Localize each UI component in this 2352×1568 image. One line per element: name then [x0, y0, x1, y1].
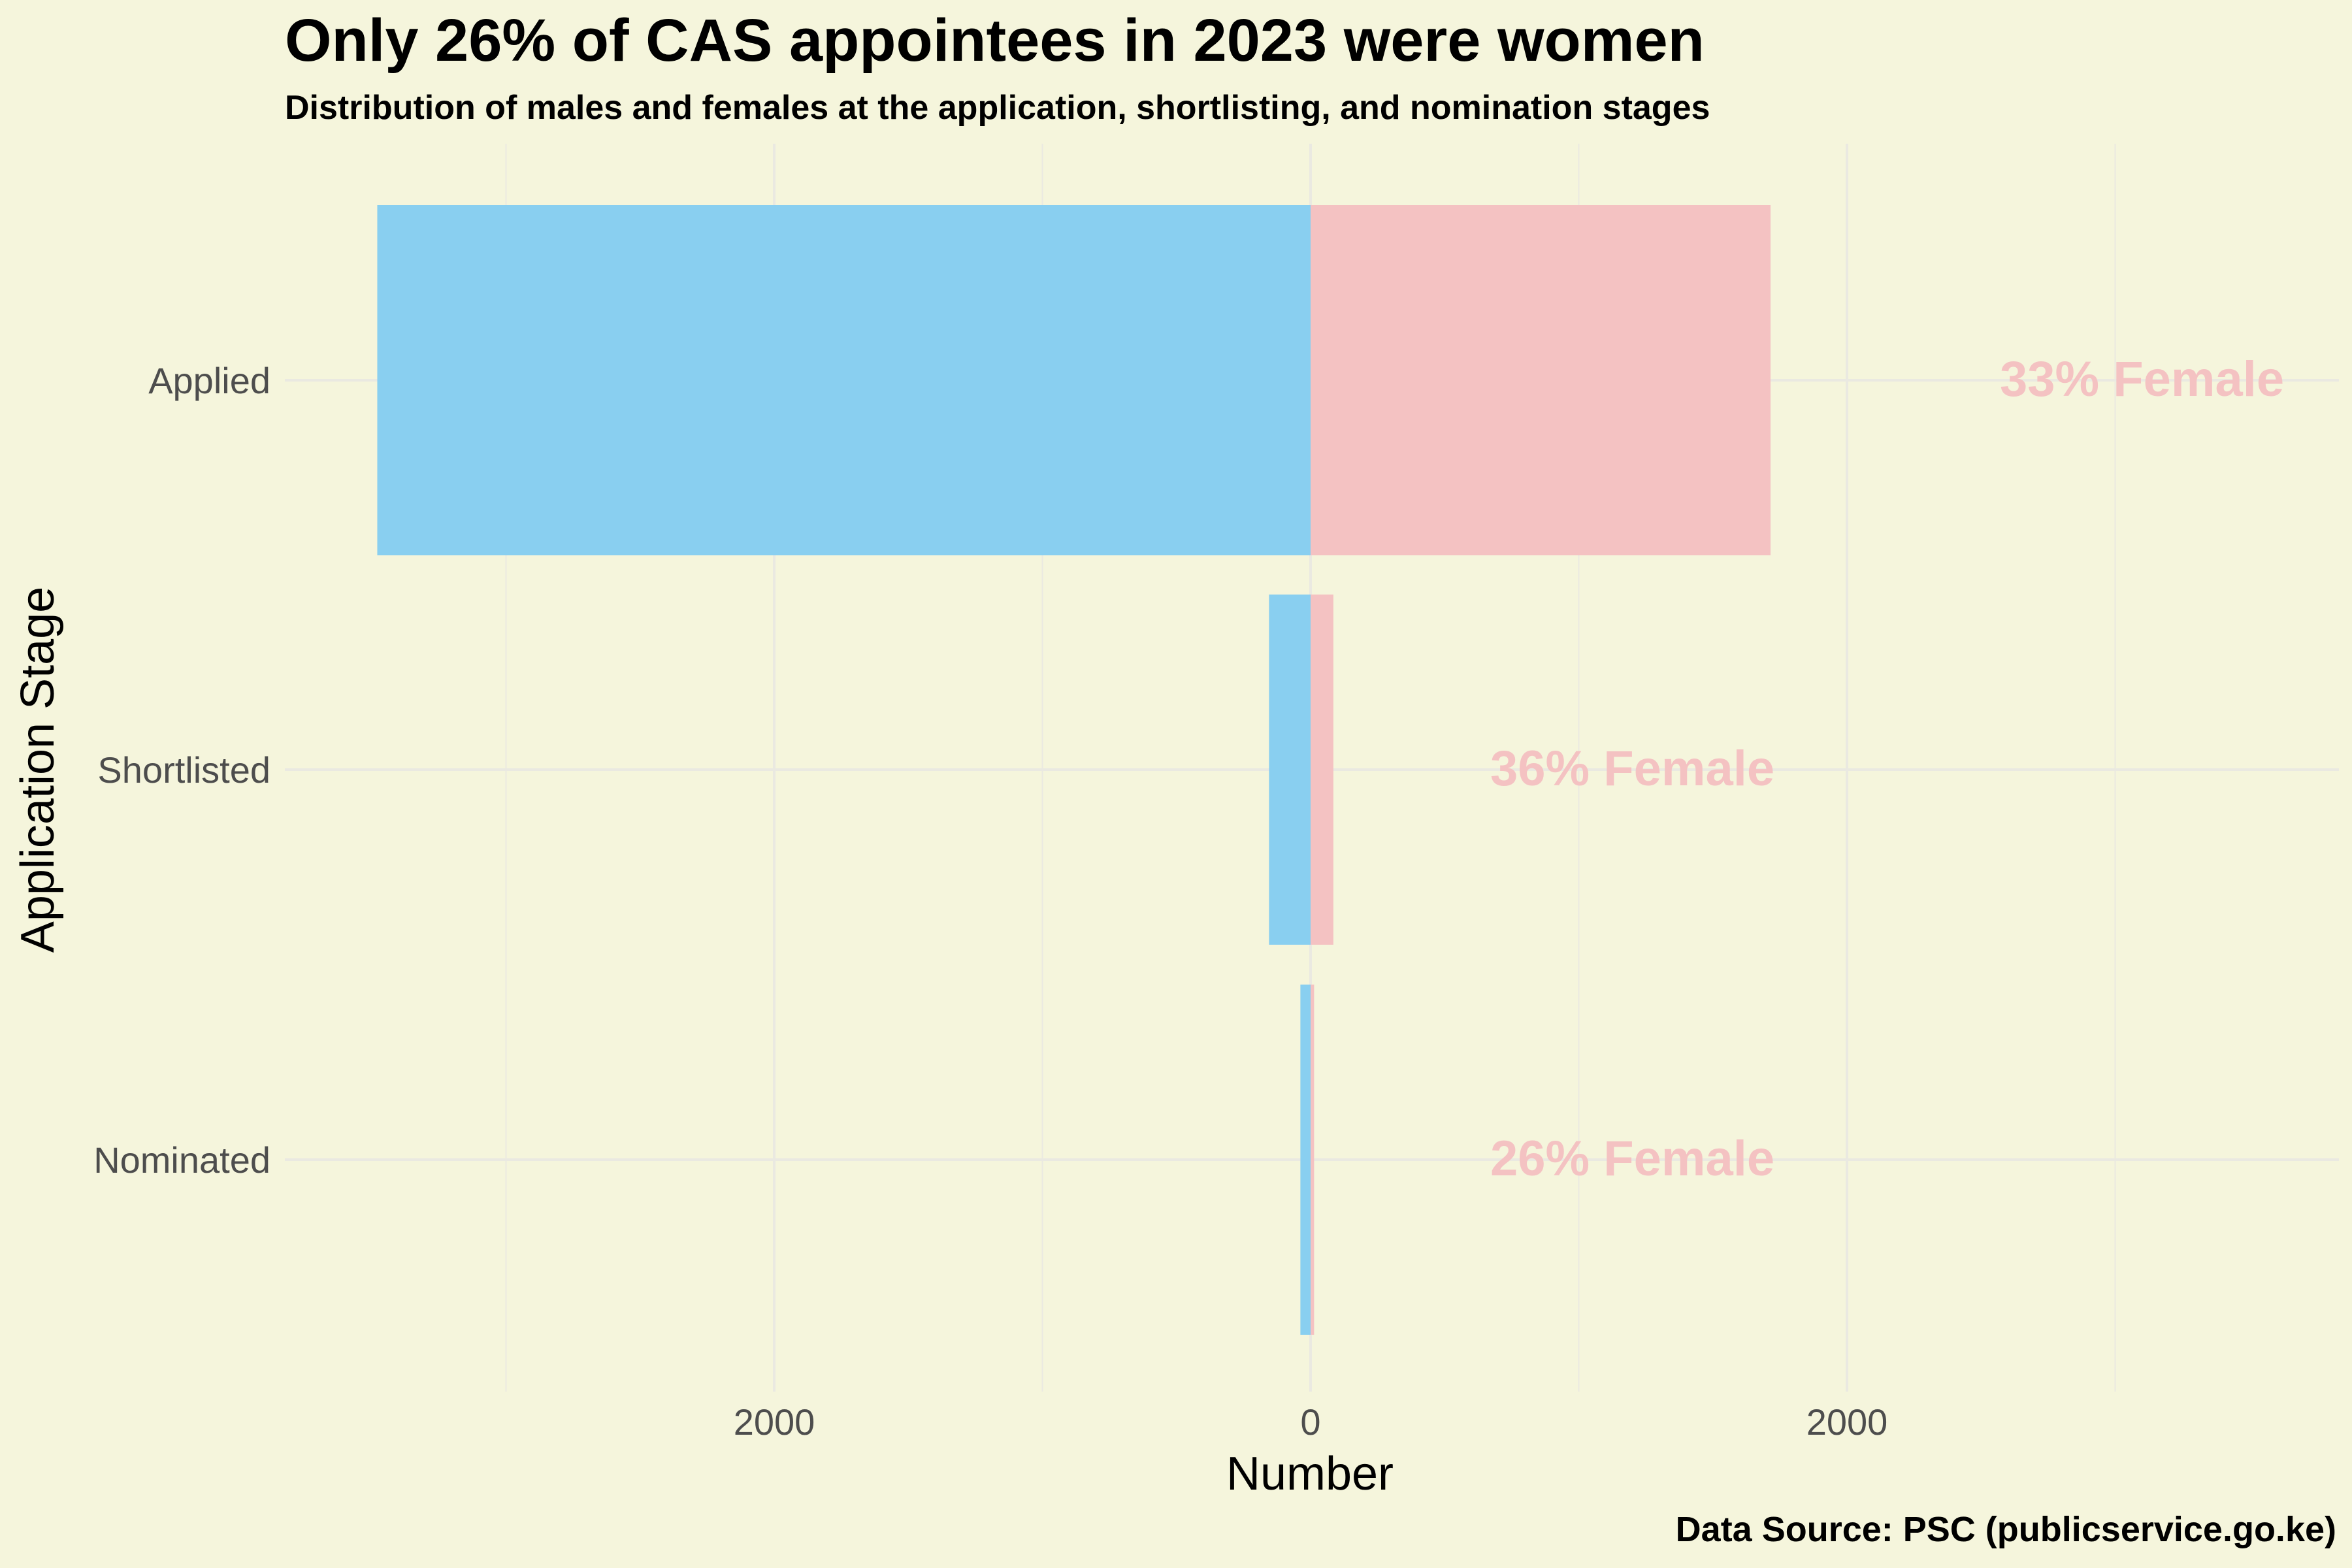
y-axis-label: Application Stage	[12, 587, 64, 953]
annotations-group: 33% Female 36% Female 26% Female	[1490, 351, 2284, 1186]
y-tick-label: Shortlisted	[97, 749, 270, 791]
annotation-shortlisted: 36% Female	[1490, 741, 1774, 796]
x-tick-label: 2000	[1806, 1401, 1888, 1443]
bar-right-nominated	[1311, 985, 1315, 1335]
bar-right-applied	[1311, 205, 1771, 555]
y-axis-ticks: Applied Shortlisted Nominated	[93, 360, 270, 1181]
y-tick-label: Applied	[148, 360, 270, 401]
x-axis-label: Number	[1226, 1448, 1394, 1500]
bar-left-applied	[377, 205, 1311, 555]
annotation-applied: 33% Female	[2000, 351, 2284, 407]
annotation-nominated: 26% Female	[1490, 1131, 1774, 1186]
x-tick-label: 2000	[734, 1401, 815, 1443]
bars-group	[377, 205, 1771, 1335]
bar-left-shortlisted	[1269, 595, 1311, 945]
y-tick-label: Nominated	[93, 1139, 270, 1181]
x-tick-label: 0	[1300, 1401, 1320, 1443]
chart-title: Only 26% of CAS appointees in 2023 were …	[285, 7, 1705, 74]
bar-left-nominated	[1300, 985, 1311, 1335]
x-axis-ticks: 2000 0 2000	[734, 1401, 1888, 1443]
bar-right-shortlisted	[1311, 595, 1333, 945]
data-source-caption: Data Source: PSC (publicservice.go.ke)	[1675, 1510, 2336, 1549]
chart-subtitle: Distribution of males and females at the…	[285, 89, 1710, 127]
